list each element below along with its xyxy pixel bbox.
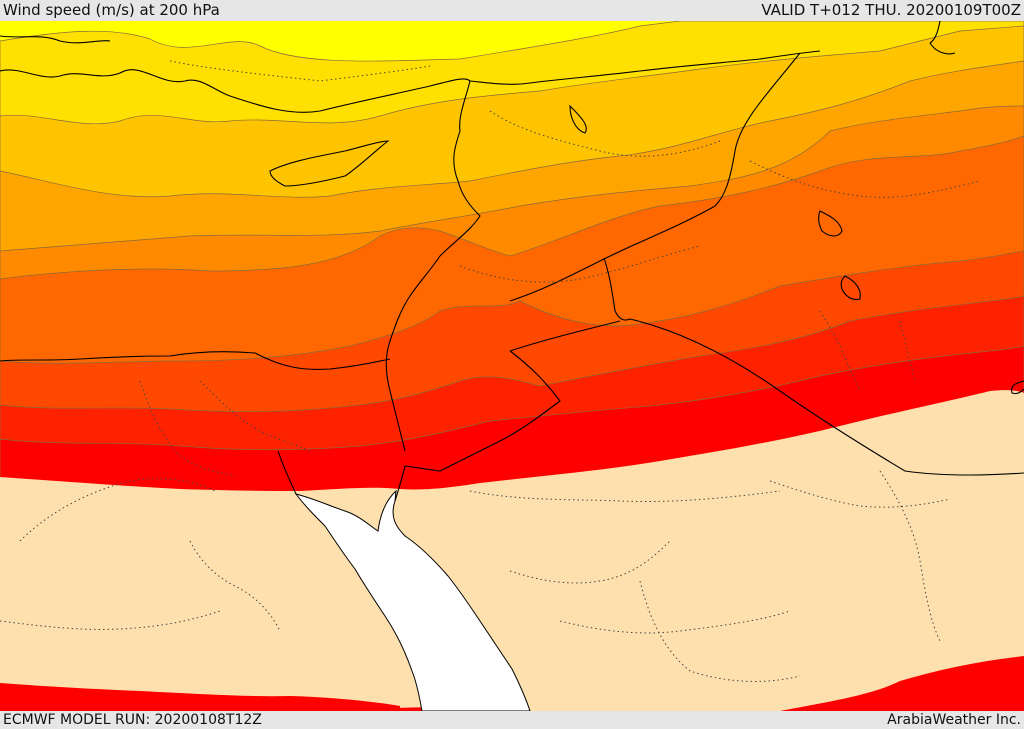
model-run: ECMWF MODEL RUN: 20200108T12Z	[3, 712, 262, 728]
footer-bar: ECMWF MODEL RUN: 20200108T12Z ArabiaWeat…	[0, 711, 1024, 729]
coastlines	[0, 21, 1024, 502]
valid-time: VALID T+012 THU. 20200109T00Z	[761, 1, 1021, 19]
wind-speed-map	[0, 21, 1024, 711]
band-red-bottom-right	[780, 656, 1024, 711]
map-panel	[0, 21, 1024, 711]
admin-boundaries	[0, 60, 981, 682]
header-bar: Wind speed (m/s) at 200 hPa VALID T+012 …	[0, 0, 1024, 21]
red-sea	[294, 489, 531, 711]
band-red-bottom-left	[0, 683, 400, 711]
credit-text: ArabiaWeather Inc.	[887, 712, 1021, 728]
map-title: Wind speed (m/s) at 200 hPa	[3, 1, 220, 19]
calm-zone	[0, 390, 1024, 711]
